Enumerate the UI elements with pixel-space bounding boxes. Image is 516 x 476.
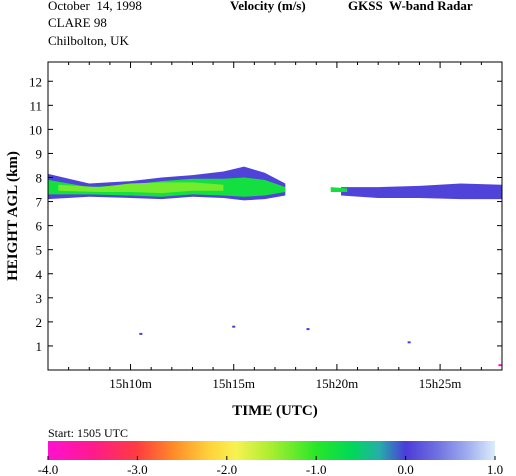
x-tick-label: 15h15m bbox=[212, 376, 255, 391]
y-tick-label: 4 bbox=[36, 267, 43, 282]
y-tick-label: 2 bbox=[36, 315, 43, 330]
data-layer bbox=[48, 166, 502, 367]
campaign-label: CLARE 98 bbox=[48, 15, 107, 30]
y-tick-label: 6 bbox=[36, 219, 43, 234]
y-tick-label: 10 bbox=[29, 122, 42, 137]
y-tick-label: 7 bbox=[36, 195, 43, 210]
x-tick-label: 15h10m bbox=[109, 376, 152, 391]
y-tick-label: 1 bbox=[36, 339, 43, 354]
colorbar-tick-label: 1.0 bbox=[487, 462, 503, 476]
location-label: Chilbolton, UK bbox=[48, 33, 129, 48]
y-tick-label: 5 bbox=[36, 243, 43, 258]
colorbar-tick-label: -4.0 bbox=[38, 462, 59, 476]
colorbar-tick-label: 0.0 bbox=[397, 462, 413, 476]
y-tick-label: 11 bbox=[29, 98, 42, 113]
echo-speckle-4 bbox=[498, 364, 502, 367]
plot-frame bbox=[47, 61, 503, 371]
x-axis-title: TIME (UTC) bbox=[232, 403, 317, 419]
cloud-layer-3 bbox=[341, 183, 502, 200]
y-tick-label: 12 bbox=[29, 74, 42, 89]
y-tick-label: 9 bbox=[36, 146, 43, 161]
cloud-layer-4 bbox=[330, 187, 348, 192]
y-axis-title: HEIGHT AGL (km) bbox=[5, 151, 21, 281]
echo-speckle-2 bbox=[306, 328, 310, 331]
date-label: October 14, 1998 bbox=[48, 0, 142, 13]
instrument-label: GKSS W-band Radar bbox=[348, 0, 473, 13]
start-time-label: Start: 1505 UTC bbox=[48, 426, 128, 440]
echo-speckle-0 bbox=[139, 332, 143, 335]
colorbar-tick-label: -2.0 bbox=[217, 462, 238, 476]
colorbar bbox=[48, 441, 495, 460]
colorbar-tick-label: -1.0 bbox=[306, 462, 327, 476]
colorbar-tick-label: -3.0 bbox=[127, 462, 148, 476]
cloud-layer-2 bbox=[58, 182, 224, 194]
y-tick-label: 8 bbox=[36, 171, 43, 186]
x-tick-label: 15h20m bbox=[316, 376, 359, 391]
x-tick-label: 15h25m bbox=[419, 376, 462, 391]
echo-speckle-3 bbox=[407, 341, 411, 344]
echo-speckle-1 bbox=[232, 325, 236, 328]
y-tick-label: 3 bbox=[36, 291, 43, 306]
quantity-label: Velocity (m/s) bbox=[230, 0, 306, 13]
